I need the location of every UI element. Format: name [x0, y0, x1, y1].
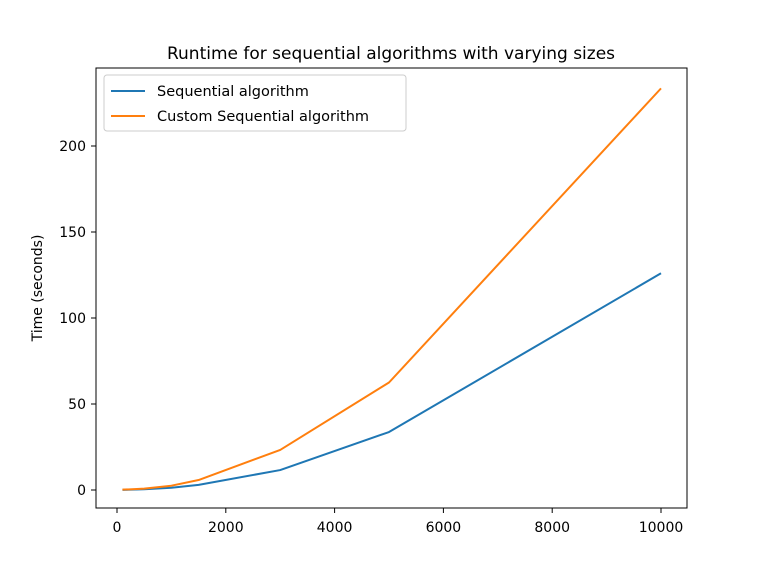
y-axis-label: Time (seconds): [30, 235, 46, 343]
series-line-0: [122, 272, 662, 491]
legend-label-custom-sequential: Custom Sequential algorithm: [157, 109, 369, 125]
x-axis: 0 2000 4000 6000 8000 10000: [113, 508, 684, 536]
y-tick-label: 0: [77, 483, 86, 499]
y-tick-label: 50: [68, 397, 86, 413]
plot-frame: [95, 67, 688, 509]
x-tick-label: 10000: [639, 520, 684, 536]
series-line-1: [122, 87, 662, 491]
y-axis: 0 50 100 150 200: [59, 139, 96, 499]
x-tick-label: 2000: [208, 520, 244, 536]
x-tick-label: 0: [113, 520, 122, 536]
legend-label-sequential: Sequential algorithm: [157, 84, 309, 100]
x-tick-label: 6000: [426, 520, 462, 536]
x-tick-label: 8000: [534, 520, 570, 536]
legend: Sequential algorithm Custom Sequential a…: [103, 74, 407, 132]
x-tick-label: 4000: [317, 520, 353, 536]
y-tick-label: 150: [59, 225, 86, 241]
y-tick-label: 100: [59, 311, 86, 327]
legend-box: [103, 74, 407, 132]
plot-lines: [122, 87, 662, 491]
chart-title: Runtime for sequential algorithms with v…: [167, 44, 615, 64]
y-tick-label: 200: [59, 139, 86, 155]
